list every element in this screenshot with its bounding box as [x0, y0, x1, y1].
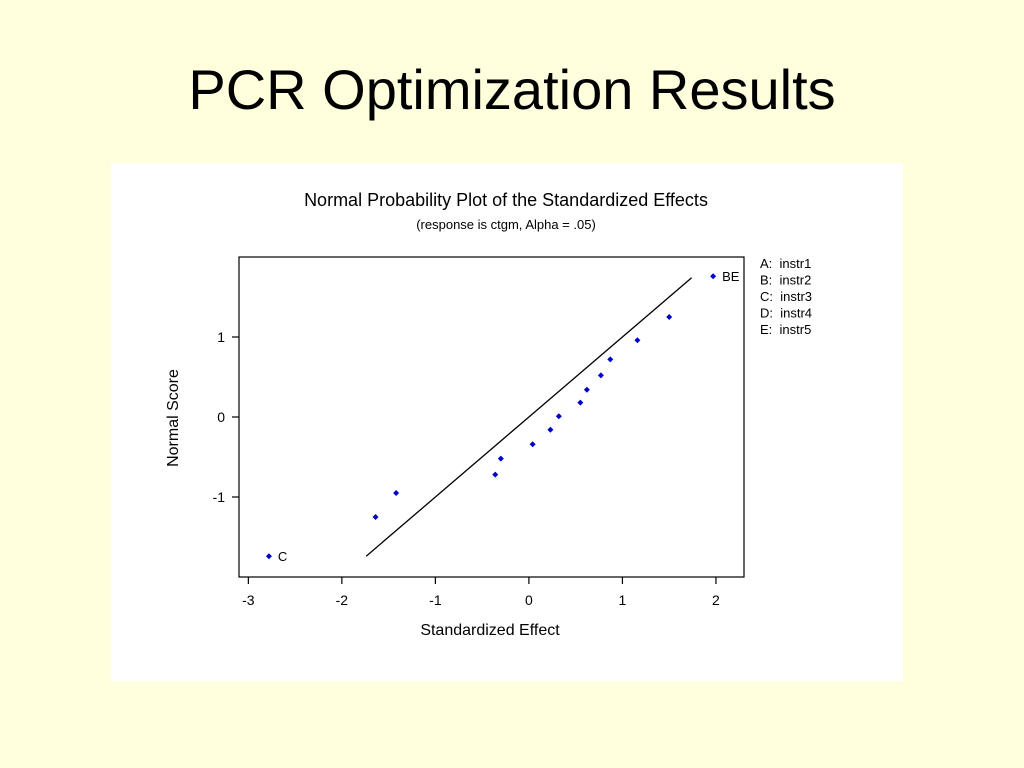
chart-subtitle: (response is ctgm, Alpha = .05)	[416, 217, 596, 232]
y-tick-label: 0	[217, 409, 225, 425]
x-tick-label: 1	[619, 592, 627, 608]
legend-entry: B: instr2	[760, 273, 811, 288]
y-tick-label: -1	[213, 489, 226, 505]
x-tick-label: -2	[336, 592, 349, 608]
data-point	[529, 441, 536, 448]
data-point	[492, 471, 499, 478]
x-tick-label: 0	[525, 592, 533, 608]
data-point	[577, 399, 584, 406]
legend-entry: E: instr5	[760, 322, 811, 337]
legend-entry: C: instr3	[760, 289, 812, 304]
x-tick-label: -1	[429, 592, 442, 608]
data-point	[583, 386, 590, 393]
y-tick-label: 1	[217, 329, 225, 345]
reference-line	[365, 277, 693, 557]
data-point	[265, 553, 272, 560]
point-label: C	[278, 549, 287, 564]
data-point	[666, 314, 673, 320]
x-axis-label: Standardized Effect	[420, 622, 560, 639]
slide-title: PCR Optimization Results	[188, 58, 836, 121]
plot-frame	[238, 256, 745, 578]
data-point	[555, 413, 562, 420]
x-tick-label: -3	[242, 592, 255, 608]
legend-entry: A: instr1	[760, 256, 811, 271]
legend-entry: D: instr4	[760, 306, 812, 321]
data-point	[547, 426, 554, 433]
data-points: C BE	[265, 269, 740, 564]
y-axis-label: Normal Score	[165, 369, 182, 467]
chart-panel: Normal Probability Plot of the Standardi…	[111, 163, 903, 681]
data-point	[597, 372, 604, 379]
axes: -3 -2 -1 0 1 2 -1 0 1	[213, 329, 720, 608]
data-point	[634, 337, 641, 344]
reference-line-group	[365, 277, 693, 557]
data-point	[710, 273, 717, 280]
data-point	[497, 455, 504, 462]
data-point	[393, 490, 400, 496]
normal-probability-plot: Normal Probability Plot of the Standardi…	[165, 190, 812, 639]
data-point	[607, 356, 614, 363]
data-point	[372, 514, 379, 520]
point-label: BE	[722, 269, 740, 284]
chart-title: Normal Probability Plot of the Standardi…	[304, 190, 708, 210]
x-tick-label: 2	[712, 592, 720, 608]
